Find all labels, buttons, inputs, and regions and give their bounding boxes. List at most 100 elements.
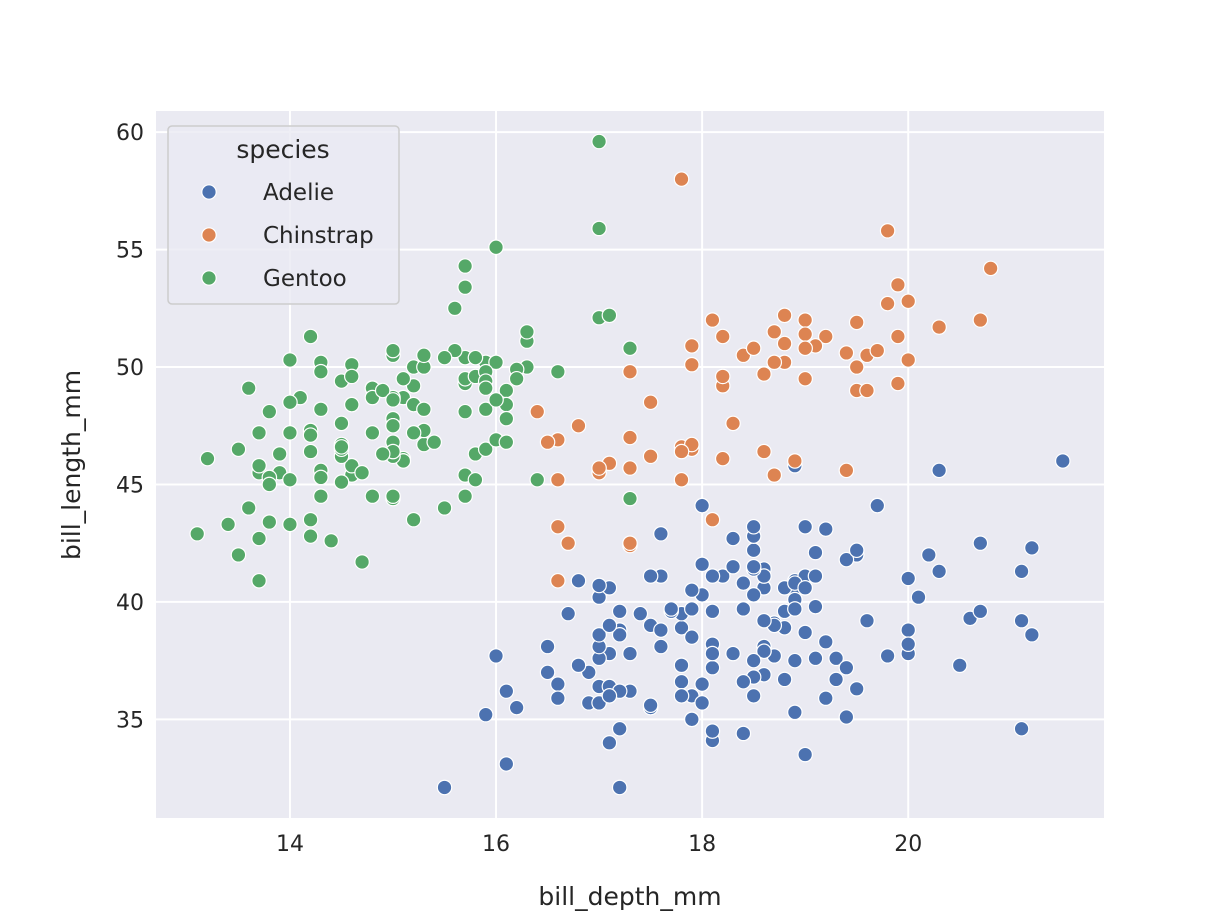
point-adelie bbox=[601, 688, 618, 704]
point-gentoo bbox=[488, 354, 504, 371]
point-chinstrap bbox=[890, 328, 906, 345]
point-adelie bbox=[921, 547, 937, 563]
point-gentoo bbox=[271, 446, 288, 462]
point-adelie bbox=[694, 676, 710, 692]
point-chinstrap bbox=[673, 471, 690, 488]
point-gentoo bbox=[488, 392, 504, 408]
point-gentoo bbox=[436, 500, 453, 516]
point-adelie bbox=[673, 657, 690, 674]
point-chinstrap bbox=[879, 222, 896, 239]
point-adelie bbox=[735, 575, 752, 591]
point-gentoo bbox=[240, 500, 257, 516]
point-adelie bbox=[972, 535, 989, 551]
point-gentoo bbox=[251, 457, 267, 474]
point-adelie bbox=[848, 681, 865, 697]
point-adelie bbox=[807, 598, 824, 615]
legend-label-gentoo: Gentoo bbox=[263, 266, 347, 292]
point-adelie bbox=[838, 709, 855, 725]
legend: species Adelie Chinstrap Gentoo bbox=[167, 125, 400, 305]
legend-marker-chinstrap bbox=[201, 227, 217, 243]
point-adelie bbox=[622, 645, 638, 662]
point-adelie bbox=[1024, 626, 1040, 643]
point-adelie bbox=[817, 521, 834, 537]
point-adelie bbox=[817, 634, 834, 650]
point-adelie bbox=[498, 683, 515, 699]
x-axis-label: bill_depth_mm bbox=[538, 882, 721, 911]
point-gentoo bbox=[508, 370, 525, 387]
point-gentoo bbox=[591, 220, 607, 237]
point-gentoo bbox=[457, 279, 473, 295]
point-chinstrap bbox=[539, 434, 556, 450]
point-gentoo bbox=[477, 380, 494, 396]
point-chinstrap bbox=[550, 471, 566, 488]
point-gentoo bbox=[601, 307, 618, 324]
point-gentoo bbox=[477, 441, 494, 458]
point-chinstrap bbox=[972, 312, 989, 328]
point-gentoo bbox=[385, 488, 401, 505]
point-gentoo bbox=[199, 450, 216, 467]
point-gentoo bbox=[488, 239, 504, 256]
point-chinstrap bbox=[848, 359, 865, 375]
point-gentoo bbox=[416, 401, 432, 418]
point-gentoo bbox=[282, 424, 298, 441]
point-chinstrap bbox=[756, 366, 772, 382]
point-adelie bbox=[838, 551, 855, 568]
point-chinstrap bbox=[714, 368, 731, 385]
y-tick-label: 35 bbox=[116, 708, 144, 733]
point-gentoo bbox=[519, 323, 535, 340]
point-chinstrap bbox=[756, 443, 772, 460]
point-chinstrap bbox=[787, 453, 803, 469]
point-adelie bbox=[704, 723, 721, 739]
point-adelie bbox=[900, 570, 917, 587]
point-chinstrap bbox=[900, 352, 917, 368]
point-adelie bbox=[684, 582, 700, 598]
point-chinstrap bbox=[550, 572, 566, 589]
point-adelie bbox=[601, 617, 618, 634]
point-gentoo bbox=[313, 401, 329, 418]
point-adelie bbox=[611, 720, 628, 737]
point-adelie bbox=[735, 673, 752, 690]
point-gentoo bbox=[230, 547, 247, 563]
point-adelie bbox=[972, 603, 989, 620]
point-adelie bbox=[550, 676, 566, 692]
point-adelie bbox=[900, 636, 917, 652]
point-adelie bbox=[611, 603, 628, 620]
point-adelie bbox=[570, 572, 587, 589]
point-adelie bbox=[756, 612, 772, 629]
point-gentoo bbox=[261, 403, 278, 420]
point-adelie bbox=[787, 704, 803, 721]
point-gentoo bbox=[385, 417, 401, 434]
point-adelie bbox=[828, 650, 844, 667]
point-gentoo bbox=[282, 471, 298, 488]
point-adelie bbox=[869, 497, 886, 514]
point-gentoo bbox=[302, 427, 319, 443]
point-gentoo bbox=[282, 516, 298, 533]
point-gentoo bbox=[323, 533, 339, 549]
point-chinstrap bbox=[745, 340, 762, 357]
point-gentoo bbox=[302, 443, 319, 460]
point-gentoo bbox=[622, 490, 638, 507]
point-gentoo bbox=[282, 394, 298, 411]
point-adelie bbox=[1013, 720, 1030, 737]
data-points bbox=[189, 133, 1071, 796]
point-gentoo bbox=[354, 554, 370, 570]
point-adelie bbox=[508, 699, 525, 716]
point-chinstrap bbox=[642, 394, 659, 411]
point-gentoo bbox=[416, 347, 432, 364]
point-adelie bbox=[807, 544, 824, 561]
point-adelie bbox=[1013, 612, 1030, 629]
x-tick-label: 16 bbox=[482, 832, 510, 857]
y-tick-label: 40 bbox=[116, 591, 144, 616]
point-gentoo bbox=[343, 368, 360, 385]
point-gentoo bbox=[230, 441, 247, 458]
point-gentoo bbox=[251, 424, 267, 441]
point-gentoo bbox=[251, 572, 267, 589]
point-chinstrap bbox=[766, 354, 783, 371]
point-chinstrap bbox=[725, 415, 741, 432]
point-adelie bbox=[735, 725, 752, 742]
y-tick-label: 50 bbox=[116, 356, 144, 381]
point-gentoo bbox=[220, 516, 236, 533]
point-gentoo bbox=[385, 392, 401, 408]
point-chinstrap bbox=[838, 345, 855, 361]
